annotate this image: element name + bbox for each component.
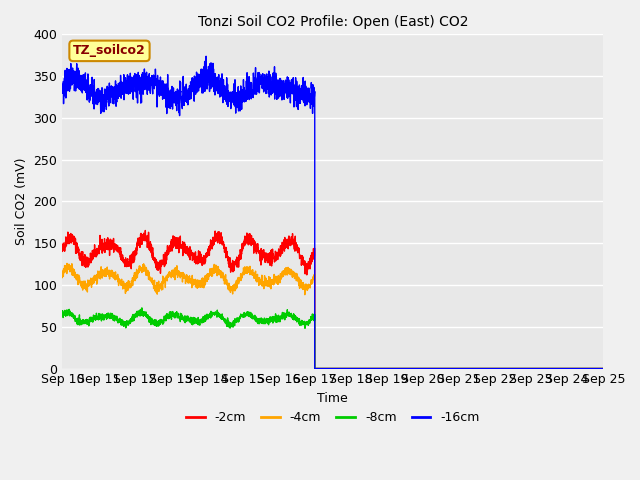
Legend: -2cm, -4cm, -8cm, -16cm: -2cm, -4cm, -8cm, -16cm bbox=[180, 406, 484, 429]
Y-axis label: Soil CO2 (mV): Soil CO2 (mV) bbox=[15, 158, 28, 245]
Title: Tonzi Soil CO2 Profile: Open (East) CO2: Tonzi Soil CO2 Profile: Open (East) CO2 bbox=[198, 15, 468, 29]
X-axis label: Time: Time bbox=[317, 392, 348, 405]
Text: TZ_soilco2: TZ_soilco2 bbox=[73, 44, 146, 57]
